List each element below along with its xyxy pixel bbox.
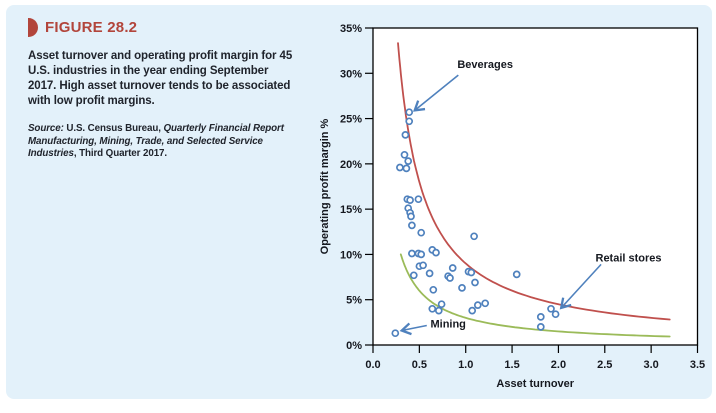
data-point xyxy=(401,131,410,139)
x-tick-label: 2.5 xyxy=(597,359,612,371)
figure-caption: Asset turnover and operating profit marg… xyxy=(28,50,293,107)
data-point xyxy=(404,157,413,165)
data-point xyxy=(419,261,427,270)
data-point xyxy=(467,268,476,277)
annotation-label-beverages: Beverages xyxy=(457,59,513,71)
y-tick-label: 20% xyxy=(340,159,362,171)
annotation-label-mining: Mining xyxy=(430,318,465,330)
source-text-2: , Third Quarter 2017. xyxy=(73,148,168,159)
data-point xyxy=(547,304,555,313)
data-point xyxy=(473,301,482,309)
data-point xyxy=(536,323,545,331)
data-point xyxy=(448,264,457,272)
data-point xyxy=(512,270,521,279)
figure-panel: FIGURE 28.2 Asset turnover and operating… xyxy=(6,5,712,399)
x-axis-title: Asset turnover xyxy=(496,378,574,390)
x-tick-label: 3.5 xyxy=(690,359,705,371)
data-point xyxy=(434,306,443,315)
data-point xyxy=(432,248,440,257)
y-tick-label: 10% xyxy=(340,249,362,261)
y-axis-title: Operating profit margin % xyxy=(319,118,331,254)
figure-text-block: FIGURE 28.2 Asset turnover and operating… xyxy=(28,18,328,161)
annotation-arrow-retail-stores xyxy=(559,263,602,310)
source-text-1: U.S. Census Bureau, xyxy=(63,123,164,134)
source-prefix: Source: xyxy=(28,123,64,134)
x-tick-label: 3.0 xyxy=(643,359,658,371)
lower-envelope-curve xyxy=(399,253,671,338)
data-point xyxy=(536,313,545,321)
data-point xyxy=(402,164,411,173)
data-point xyxy=(468,306,477,315)
annotation-label-retail-stores: Retail stores xyxy=(596,253,662,265)
scatter-chart: 0% 5% 10% 15% 20% 25% 30% 35% 0.0 0.5 1.0 1.5 2.0 2.5… xyxy=(319,23,705,390)
data-point xyxy=(428,304,437,313)
y-tick-label: 30% xyxy=(340,68,362,80)
y-tick-label: 5% xyxy=(346,295,362,307)
data-point xyxy=(471,278,479,287)
source-italic-title: Quarterly Financial Report Manufacturing… xyxy=(28,123,284,159)
annotation-arrow-beverages xyxy=(413,74,459,112)
data-point xyxy=(470,232,478,241)
data-point xyxy=(405,117,414,126)
data-point xyxy=(407,212,415,221)
data-point xyxy=(409,271,418,280)
data-point xyxy=(405,108,414,117)
x-tick-label: 1.5 xyxy=(504,359,519,371)
data-point xyxy=(408,249,416,258)
figure-label: FIGURE 28.2 xyxy=(45,19,138,36)
y-tick-label: 15% xyxy=(340,204,362,216)
data-point xyxy=(458,284,466,292)
data-point xyxy=(417,228,426,237)
x-tick-label: 0.5 xyxy=(412,359,427,371)
data-point xyxy=(481,299,490,308)
data-point xyxy=(408,221,416,230)
annotation-arrow-mining xyxy=(399,322,427,336)
figure-marker-icon xyxy=(28,18,38,37)
y-tick-label: 35% xyxy=(340,23,362,35)
y-tick-label: 0% xyxy=(346,340,362,352)
y-tick-label: 25% xyxy=(340,114,362,126)
plot-area xyxy=(372,27,699,346)
data-point xyxy=(437,300,446,309)
data-point xyxy=(551,310,560,319)
data-point xyxy=(396,163,404,172)
data-point xyxy=(406,196,414,204)
data-point xyxy=(417,250,426,259)
x-tick-label: 0.0 xyxy=(365,359,380,371)
x-tick-label: 2.0 xyxy=(551,359,566,371)
figure-source: Source: U.S. Census Bureau, Quarterly Fi… xyxy=(28,123,300,161)
data-point xyxy=(391,329,400,338)
data-point xyxy=(414,195,423,204)
data-point xyxy=(400,150,409,159)
figure-title-row: FIGURE 28.2 xyxy=(28,18,328,37)
data-point xyxy=(429,285,438,294)
x-tick-label: 1.0 xyxy=(458,359,473,371)
data-point xyxy=(446,274,454,282)
data-point xyxy=(425,269,434,278)
